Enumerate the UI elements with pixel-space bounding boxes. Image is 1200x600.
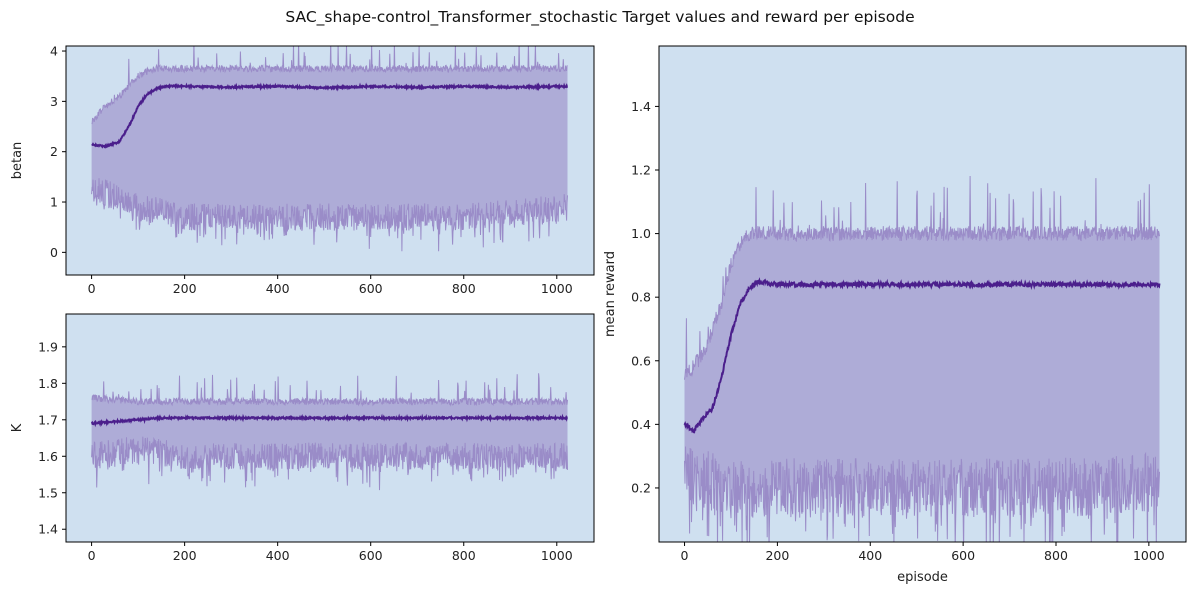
mean-reward-x-tick-label: 600: [951, 548, 975, 563]
betan-y-tick-label: 2: [50, 144, 58, 159]
mean-reward-band: [684, 176, 1160, 542]
betan-x-tick-label: 800: [452, 281, 476, 296]
mean-reward-x-tick-label: 200: [765, 548, 789, 563]
K-y-tick-label: 1.4: [38, 522, 58, 537]
mean-reward-y-tick-label: 1.4: [631, 99, 651, 114]
mean-reward-lower-line: [684, 446, 1160, 542]
mean-reward-x-tick-label: 400: [858, 548, 882, 563]
K-y-tick-label: 1.6: [38, 449, 58, 464]
mean-reward-upper-line: [684, 175, 1160, 380]
K-x-tick-label: 200: [173, 548, 197, 563]
mean-reward-y-tick-label: 1.0: [631, 226, 651, 241]
K-frame: [65, 313, 595, 543]
betan-x-tick-label: 400: [266, 281, 290, 296]
K-band: [91, 373, 568, 491]
mean-reward-y-tick-label: 0.4: [631, 417, 651, 432]
betan-y-tick-label: 0: [50, 245, 58, 260]
mean-reward-y-tick-label: 0.6: [631, 353, 651, 368]
betan-x-tick-label: 600: [359, 281, 383, 296]
K-y-tick-label: 1.5: [38, 485, 58, 500]
mean-reward-x-tick-label: 800: [1044, 548, 1068, 563]
K-lower-line: [91, 436, 568, 491]
mean-reward-axes: 0 200 400 600 800 1000 0.2 0.4 0.6 0.8 1.0 1.2 1.4 me…: [603, 45, 1187, 585]
mean-reward-y-tick-label: 1.2: [631, 163, 651, 178]
K-x-tick-label: 400: [266, 548, 290, 563]
K-axes: 0 200 400 600 800 1000 1.4 1.5 1.6 1.7 1.8 1.9 K: [10, 313, 595, 563]
betan-mean-line: [91, 82, 569, 149]
K-ylabel: K: [10, 423, 25, 432]
figure-title: SAC_shape-control_Transformer_stochastic…: [285, 8, 915, 26]
betan-upper-line: [91, 46, 568, 125]
betan-x-tick-label: 200: [173, 281, 197, 296]
K-x-tick-label: 800: [452, 548, 476, 563]
betan-y-tick-label: 3: [50, 94, 58, 109]
mean-reward-ylabel: mean reward: [603, 251, 618, 337]
mean-reward-frame: [658, 45, 1187, 543]
betan-y-tick-label: 4: [50, 44, 58, 59]
K-y-tick-label: 1.9: [38, 339, 58, 354]
betan-lower-line: [91, 178, 568, 252]
mean-reward-x-tick-label: 0: [681, 548, 689, 563]
betan-x-tick-label: 0: [88, 281, 96, 296]
betan-y-tick-label: 1: [50, 195, 58, 210]
mean-reward-mean-line: [683, 277, 1161, 434]
K-upper-line: [91, 373, 568, 407]
betan-x-tick-label: 1000: [541, 281, 573, 296]
mean-reward-xlabel: episode: [897, 570, 948, 585]
betan-frame: [65, 45, 595, 276]
mean-reward-y-tick-label: 0.2: [631, 480, 651, 495]
betan-band: [91, 46, 568, 252]
mean-reward-x-tick-label: 1000: [1133, 548, 1165, 563]
K-y-tick-label: 1.8: [38, 376, 58, 391]
betan-axes: 0 200 400 600 800 1000 0 1 2 3 4 betan: [10, 44, 595, 296]
K-y-tick-label: 1.7: [38, 412, 58, 427]
K-x-tick-label: 1000: [541, 548, 573, 563]
mean-reward-y-tick-label: 0.8: [631, 290, 651, 305]
K-x-tick-label: 0: [88, 548, 96, 563]
K-mean-line: [90, 413, 568, 428]
K-x-tick-label: 600: [359, 548, 383, 563]
betan-ylabel: betan: [10, 142, 25, 180]
